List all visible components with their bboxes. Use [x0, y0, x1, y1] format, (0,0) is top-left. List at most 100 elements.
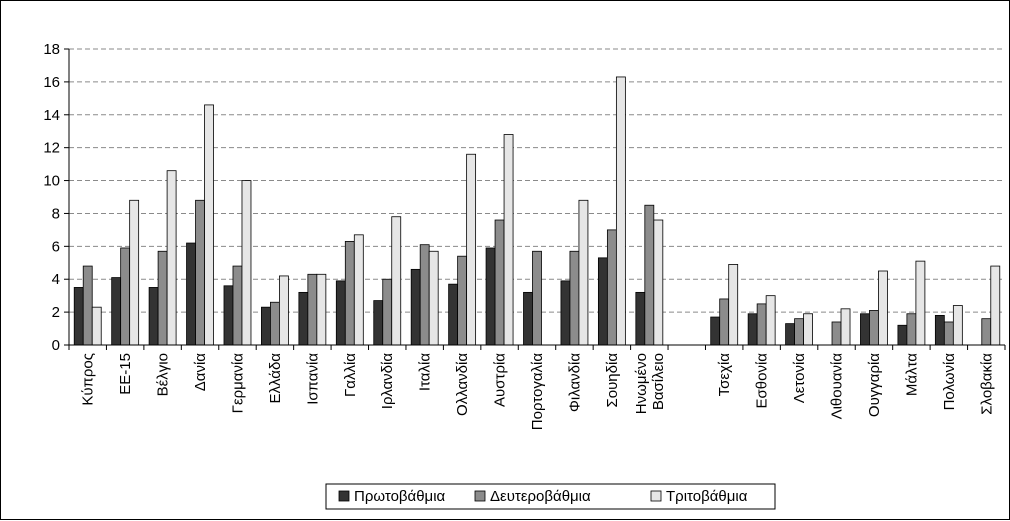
y-tick-label: 16: [43, 74, 60, 91]
bar: [653, 219, 664, 346]
bar: [728, 264, 739, 346]
legend-swatch: [650, 490, 662, 502]
x-category-label: Αυστρία: [492, 353, 509, 407]
bar: [382, 278, 393, 346]
bar: [569, 250, 580, 346]
bar: [111, 277, 122, 346]
bar: [765, 295, 776, 346]
bar: [270, 301, 280, 346]
bar: [578, 199, 589, 346]
bar: [615, 76, 626, 346]
bar: [204, 104, 214, 346]
legend-box: [325, 483, 776, 510]
bar: [494, 219, 505, 346]
bar: [532, 250, 542, 346]
bar: [831, 321, 842, 346]
y-tick-label: 0: [52, 337, 60, 354]
bar: [129, 199, 140, 346]
bar: [391, 216, 402, 346]
bar: [897, 324, 908, 346]
x-category-label: Κύπρος: [80, 353, 97, 406]
bar: [91, 306, 102, 346]
bar: [503, 134, 514, 346]
y-tick-label: 18: [43, 41, 60, 58]
bar: [307, 273, 318, 346]
y-tick-label: 14: [43, 107, 60, 124]
bar: [943, 321, 954, 346]
bar: [981, 318, 992, 346]
bar: [82, 265, 93, 346]
x-category-label: ΕΕ-15: [117, 353, 134, 395]
bar: [428, 250, 439, 346]
bar: [419, 244, 430, 346]
x-category-label: Ελλάδα: [267, 353, 284, 404]
bar: [869, 310, 879, 346]
bar: [223, 285, 234, 346]
bar: [120, 247, 131, 346]
x-category-label: Φιλανδία: [566, 353, 583, 412]
legend-label: Τριτοβάθμια: [666, 488, 748, 505]
bar: [794, 318, 804, 346]
legend-swatch: [474, 490, 486, 502]
bar: [157, 250, 168, 346]
x-category-label: Ολλανδία: [454, 353, 471, 416]
bar: [840, 308, 851, 346]
bar: [860, 313, 870, 346]
x-category-label: Γαλλία: [342, 353, 359, 397]
x-category-label: Σλοβακία: [978, 353, 995, 415]
y-tick-label: 12: [43, 140, 60, 157]
x-category-label: Ισπανία: [304, 353, 321, 405]
bar: [73, 287, 84, 346]
legend-label: Δευτεροβάθμια: [490, 488, 591, 505]
bar: [597, 257, 608, 346]
bar: [635, 291, 646, 346]
bar: [335, 280, 346, 346]
bar: [279, 275, 289, 346]
bar: [485, 247, 496, 346]
x-category-label: Τσεχία: [716, 353, 733, 397]
bar: [747, 313, 758, 346]
x-category-label: Ηνωμένο: [633, 353, 650, 414]
x-category-label: Ιταλία: [417, 353, 434, 391]
bar: [298, 291, 309, 346]
bar: [353, 234, 364, 346]
bar: [803, 313, 813, 346]
y-tick-label: 10: [43, 173, 60, 190]
bar: [466, 153, 477, 346]
bar: [316, 273, 327, 346]
bar: [878, 270, 888, 346]
bar: [952, 305, 963, 346]
bar: [719, 298, 730, 346]
x-category-label: Εσθονία: [754, 353, 771, 409]
bar: [148, 287, 159, 346]
bar: [166, 170, 177, 346]
bar: [915, 260, 926, 346]
x-category-label: Βασίλειο: [650, 353, 667, 410]
bars: [73, 76, 1001, 346]
y-tick-label: 8: [52, 205, 60, 222]
bar: [195, 199, 205, 346]
axes: 0 2 4 6 8 10 12 14 16 18 Κύπρος ΕΕ-15 Βέλγιο Δανία Γερ…: [43, 41, 1006, 430]
bar: [523, 291, 533, 346]
x-category-label: Δανία: [192, 353, 209, 392]
y-tick-label: 4: [52, 271, 60, 288]
x-category-label: Σουηδία: [604, 353, 621, 408]
x-category-label: Γερμανία: [229, 353, 246, 414]
bar: [261, 306, 271, 346]
legend: Πρωτοβάθμια Δευτεροβάθμια Τριτοβάθμια: [325, 483, 776, 510]
grid-lines: [69, 48, 1005, 313]
x-category-label: Μάλτα: [903, 353, 920, 396]
bar: [186, 242, 196, 346]
x-category-label: Πολωνία: [941, 353, 958, 411]
bar: [606, 229, 617, 346]
legend-swatch: [338, 490, 350, 502]
x-category-label: Λετονία: [791, 353, 808, 404]
bar: [448, 283, 459, 346]
bar: [373, 300, 384, 346]
x-category-label: Ουγγαρία: [866, 353, 883, 417]
bar: [644, 204, 655, 346]
bar: [785, 323, 795, 346]
bar: [241, 180, 252, 346]
